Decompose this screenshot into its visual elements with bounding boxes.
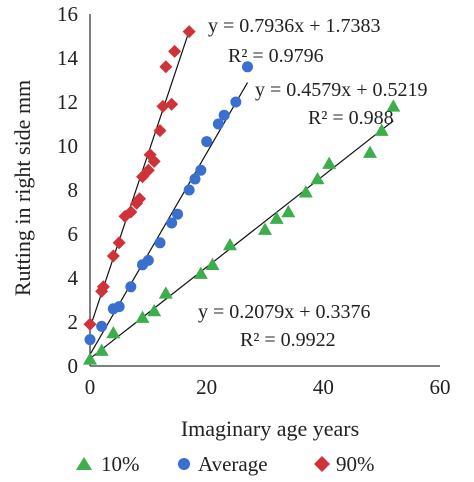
legend-circle-marker <box>178 458 190 470</box>
data-point-circle <box>172 208 183 220</box>
data-point-diamond <box>147 154 161 168</box>
data-point-circle <box>96 320 108 332</box>
y-tick-label: 8 <box>68 178 79 202</box>
trendline-equations: y = 0.7936x + 1.7383 R² = 0.9796 y = 0.4… <box>198 15 428 351</box>
data-point-diamond <box>153 124 167 138</box>
data-point-circle <box>195 164 207 176</box>
data-point-circle <box>142 254 154 266</box>
data-point-circle <box>242 61 253 73</box>
data-point-triangle <box>106 326 121 339</box>
data-point-diamond <box>96 280 110 294</box>
data-point-triangle <box>298 185 313 198</box>
data-point-diamond <box>159 60 173 74</box>
data-point-triangle <box>83 352 97 365</box>
data-point-triangle <box>281 205 296 218</box>
axes <box>89 14 440 367</box>
legend-item-10: 10% <box>76 452 140 476</box>
r2-average-text: R² = 0.988 <box>308 107 394 129</box>
data-point-circle <box>201 136 213 148</box>
data-point-triangle <box>374 123 389 136</box>
y-tick-label: 12 <box>57 90 78 114</box>
data-point-triangle <box>205 257 220 271</box>
data-point-diamond <box>182 25 196 39</box>
data-point-triangle <box>258 222 272 235</box>
r2-90-text: R² = 0.9796 <box>228 45 324 67</box>
data-point-triangle <box>363 145 377 158</box>
legend-label-10: 10% <box>101 452 140 476</box>
legend-label-90: 90% <box>336 452 375 476</box>
data-point-circle <box>230 96 242 108</box>
equation-10-text: y = 0.2079x + 0.3376 <box>198 301 371 323</box>
data-point-triangle <box>135 310 150 323</box>
x-axis-label: Imaginary age years <box>181 416 359 441</box>
legend-triangle-marker <box>76 457 92 470</box>
data-point-diamond <box>165 97 179 111</box>
data-point-circle <box>154 237 166 249</box>
data-point-diamond <box>124 205 138 219</box>
data-point-triangle <box>147 304 162 317</box>
legend-item-90: 90% <box>314 452 375 476</box>
data-point-diamond <box>112 236 126 250</box>
data-point-diamond <box>156 99 170 113</box>
equation-90-text: y = 0.7936x + 1.7383 <box>208 15 381 37</box>
legend-label-average: Average <box>198 452 268 476</box>
y-tick-label: 6 <box>68 222 79 246</box>
y-tick-label: 10 <box>57 134 78 158</box>
data-point-triangle <box>310 172 325 185</box>
x-tick-label: 20 <box>196 375 217 399</box>
y-tick-label: 2 <box>68 310 79 334</box>
data-point-diamond <box>133 192 147 206</box>
x-tick-label: 60 <box>430 375 451 399</box>
data-point-diamond <box>83 317 97 331</box>
tick-labels: 0 2 4 6 8 10 12 14 16 0 20 40 60 <box>57 2 451 399</box>
data-point-triangle <box>94 343 109 356</box>
legend-diamond-marker <box>314 456 330 472</box>
data-point-triangle <box>386 99 401 112</box>
equation-average-text: y = 0.4579x + 0.5219 <box>255 79 428 101</box>
data-point-circle <box>218 109 230 121</box>
data-point-circle <box>189 173 201 185</box>
data-points <box>83 25 401 365</box>
data-point-circle <box>183 184 195 196</box>
data-point-circle <box>212 118 224 130</box>
data-point-circle <box>84 334 96 346</box>
data-point-triangle <box>158 286 173 299</box>
y-tick-label: 16 <box>57 2 78 26</box>
data-point-diamond <box>141 163 155 177</box>
x-tick-label: 40 <box>313 375 334 399</box>
data-point-circle <box>166 217 178 229</box>
data-point-circle <box>125 281 137 293</box>
data-point-triangle <box>269 211 284 224</box>
legend: 10% Average 90% <box>76 452 375 476</box>
data-point-circle <box>113 301 125 313</box>
data-point-diamond <box>106 249 120 263</box>
y-tick-label: 0 <box>68 354 79 378</box>
data-point-triangle <box>193 266 208 279</box>
data-point-triangle <box>223 238 237 251</box>
legend-item-average: Average <box>178 452 268 476</box>
x-tick-label: 0 <box>85 375 96 399</box>
y-axis-label: Rutting in right side mm <box>10 80 35 296</box>
r2-10-text: R² = 0.9922 <box>240 329 336 351</box>
data-point-triangle <box>322 156 337 169</box>
y-tick-label: 4 <box>68 266 79 290</box>
data-point-diamond <box>168 44 182 58</box>
y-tick-label: 14 <box>57 46 79 70</box>
